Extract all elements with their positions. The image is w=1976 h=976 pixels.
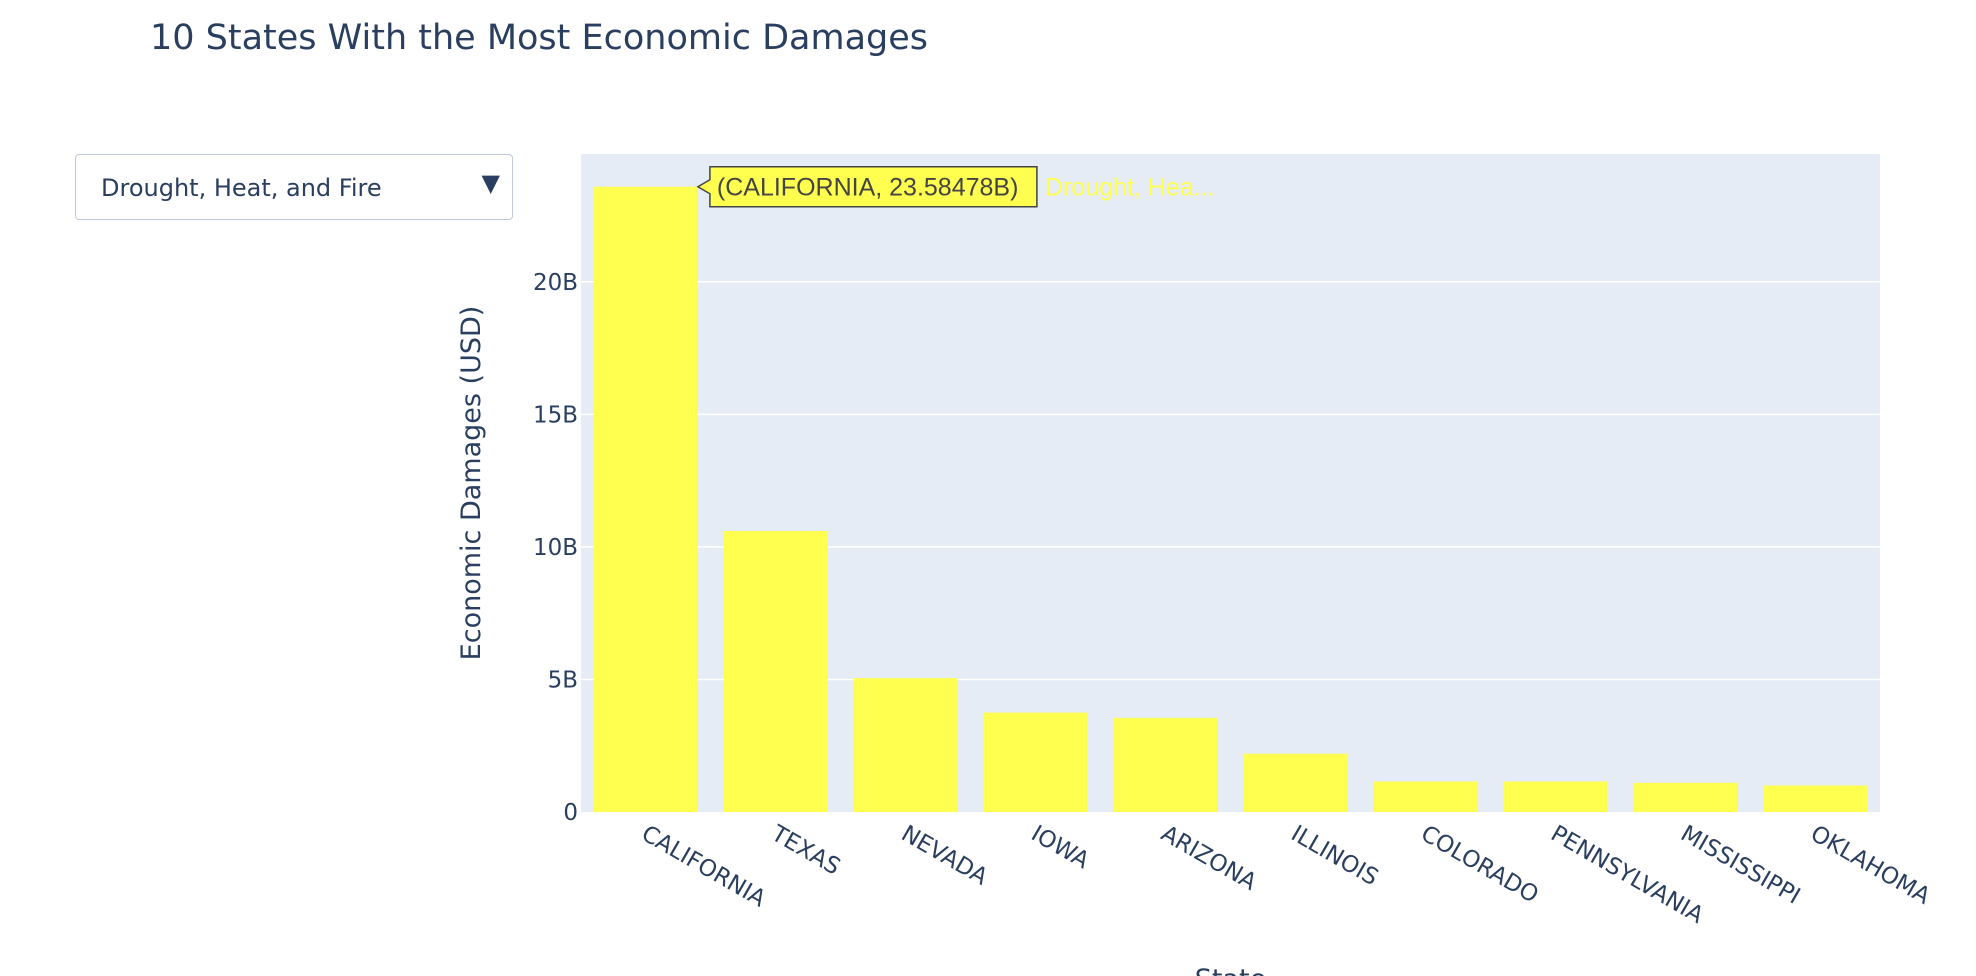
hover-tooltip-text: (CALIFORNIA, 23.58478B) — [717, 174, 1019, 202]
x-tick-label: MISSISSIPPI — [1676, 821, 1804, 910]
y-tick-label: 5B — [548, 667, 578, 693]
dropdown-selected-label: Drought, Heat, and Fire — [101, 174, 382, 202]
y-tick-label: 20B — [533, 270, 578, 296]
bar-illinois[interactable] — [1243, 753, 1348, 812]
bar-colorado[interactable] — [1373, 781, 1478, 812]
bar-iowa[interactable] — [983, 712, 1088, 812]
triangle-down-icon: ▼ — [481, 169, 500, 197]
x-tick-label: OKLAHOMA — [1806, 821, 1935, 910]
y-tick-label: 0 — [563, 800, 578, 826]
bar-arizona[interactable] — [1113, 717, 1218, 812]
x-tick-label: ARIZONA — [1157, 821, 1261, 896]
bar-texas[interactable] — [723, 530, 828, 812]
x-tick-label: CALIFORNIA — [637, 821, 770, 913]
chart-title: 10 States With the Most Economic Damages — [150, 18, 928, 58]
y-tick-label: 10B — [533, 535, 578, 561]
bar-california[interactable] — [593, 186, 698, 812]
y-tick-label: 15B — [533, 402, 578, 428]
x-tick-label: TEXAS — [766, 820, 845, 880]
bar-mississippi[interactable] — [1633, 782, 1738, 812]
bar-pennsylvania[interactable] — [1503, 781, 1608, 812]
x-axis-title: State — [1195, 964, 1266, 976]
y-axis-title: Economic Damages (USD) — [456, 306, 487, 661]
hover-tooltip-box — [696, 165, 1038, 208]
x-tick-label: ILLINOIS — [1286, 821, 1382, 891]
hover-trace-name: Drought, Hea... — [1045, 174, 1215, 202]
x-tick-label: IOWA — [1027, 821, 1094, 875]
x-tick-label: COLORADO — [1416, 821, 1542, 909]
bar-nevada[interactable] — [853, 678, 958, 812]
x-tick-label: NEVADA — [897, 821, 992, 891]
disaster-type-dropdown[interactable]: Drought, Heat, and Fire ▼ — [75, 154, 513, 220]
bar-oklahoma[interactable] — [1763, 785, 1868, 812]
